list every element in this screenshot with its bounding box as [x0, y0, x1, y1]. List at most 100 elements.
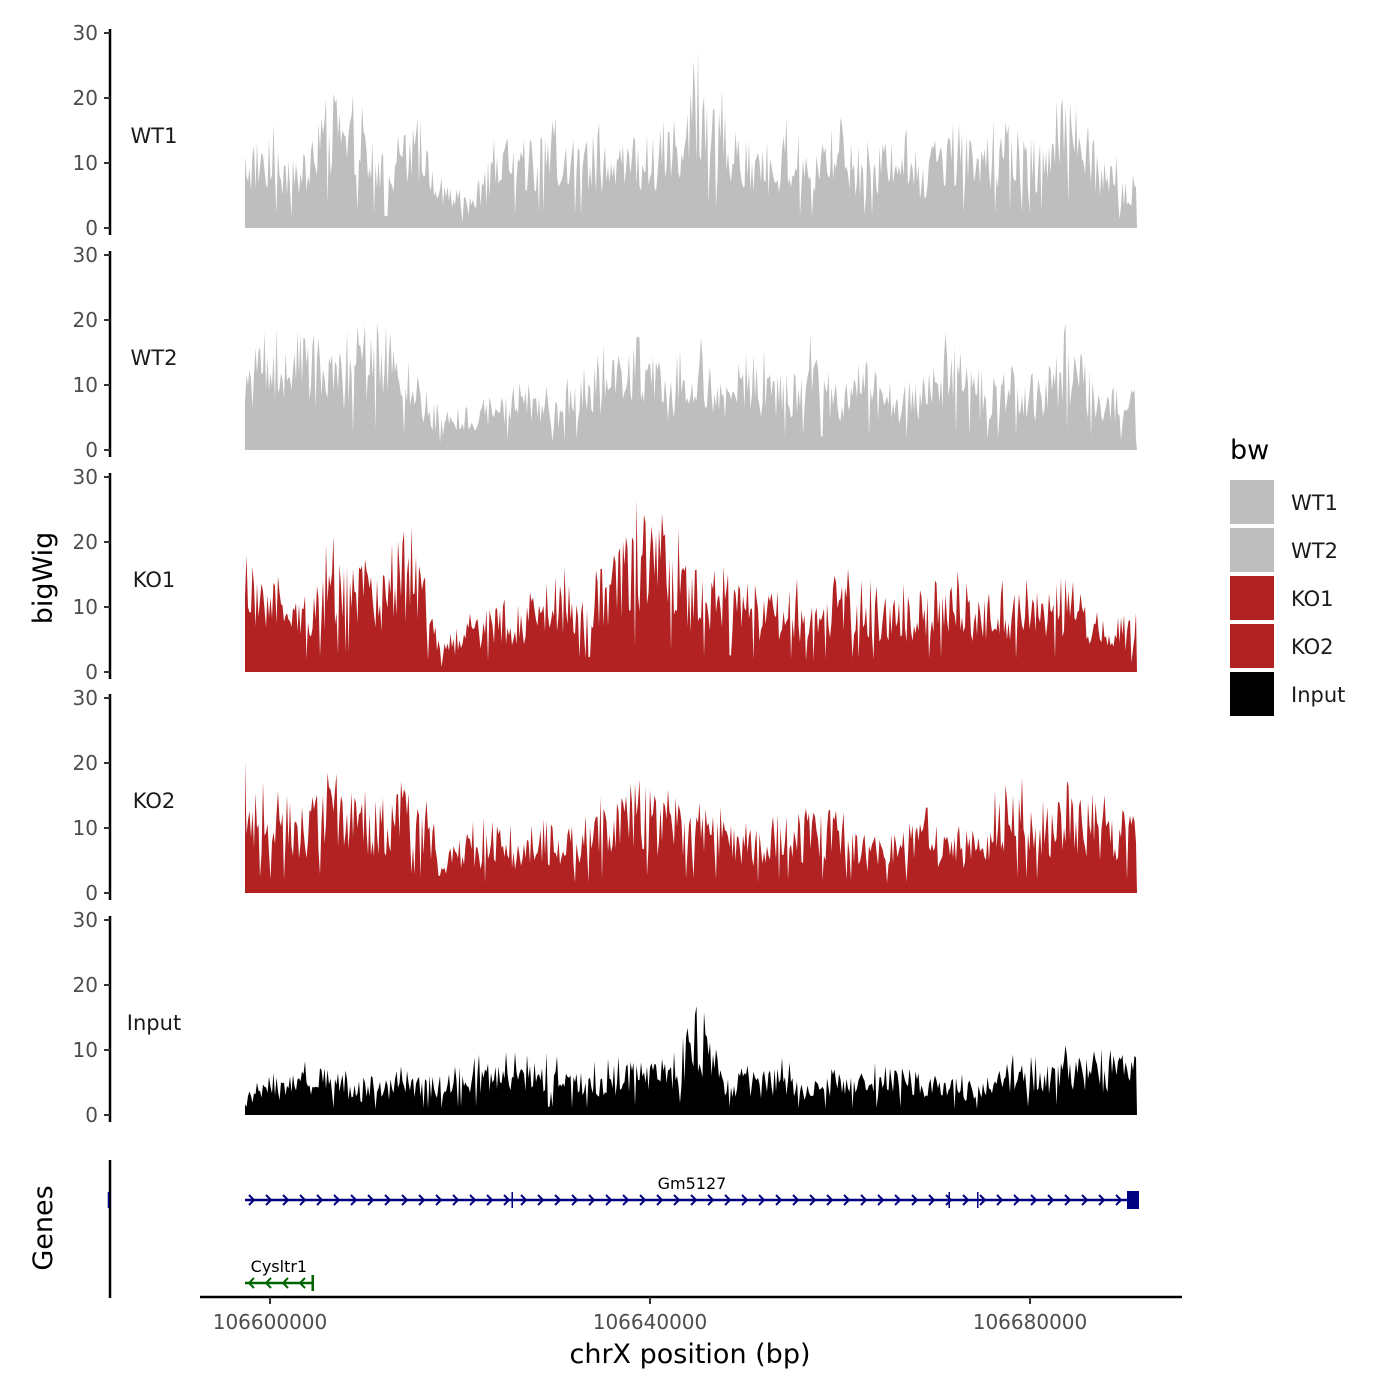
strand-arrow	[843, 1194, 851, 1206]
y-tick-label: 30	[73, 908, 98, 932]
track-wt1: 0 10 20 30 WT1	[73, 21, 1137, 240]
signal-area	[245, 500, 1137, 672]
signal-area	[245, 1006, 1137, 1115]
legend-label: WT2	[1291, 539, 1338, 563]
legend-swatch	[1230, 576, 1274, 620]
y-tick-label: 20	[73, 973, 98, 997]
x-tick-label: 106640000	[593, 1310, 708, 1334]
strand-arrow	[367, 1194, 375, 1206]
legend: bw WT1 WT2 KO1 KO2 Input	[1230, 435, 1345, 716]
strand-arrow	[622, 1194, 630, 1206]
strand-arrow	[520, 1194, 528, 1206]
genes-track-title: Genes	[28, 1185, 59, 1270]
strand-arrow	[554, 1194, 562, 1206]
strand-arrow	[401, 1194, 409, 1206]
legend-label: WT1	[1291, 491, 1338, 515]
strand-arrow	[247, 1277, 255, 1289]
strand-arrow	[656, 1194, 664, 1206]
x-axis: 106600000 106640000 106680000	[200, 1295, 1182, 1334]
strand-arrow	[962, 1194, 970, 1206]
y-tick-label: 10	[73, 595, 98, 619]
strand-arrow	[809, 1194, 817, 1206]
strand-arrow	[945, 1194, 953, 1206]
y-tick-label: 10	[73, 373, 98, 397]
strand-arrow	[1081, 1194, 1089, 1206]
strand-arrow	[1098, 1194, 1106, 1206]
y-tick-label: 30	[73, 686, 98, 710]
strand-arrow	[673, 1194, 681, 1206]
strand-arrow	[690, 1194, 698, 1206]
legend-title: bw	[1230, 435, 1269, 466]
track-label: Input	[127, 1011, 181, 1035]
track-ko1: 0 10 20 30 KO1	[73, 465, 1137, 684]
strand-arrow	[469, 1194, 477, 1206]
strand-arrow	[826, 1194, 834, 1206]
strand-arrow	[724, 1194, 732, 1206]
strand-arrow	[503, 1194, 511, 1206]
strand-arrow	[1115, 1194, 1123, 1206]
legend-label: Input	[1291, 683, 1345, 707]
y-tick-label: 0	[85, 881, 98, 905]
strand-arrow	[775, 1194, 783, 1206]
strand-arrow	[877, 1194, 885, 1206]
signal-tracks: 0 10 20 30 WT1 0 10 20 30 WT2 0 10 20 30 KO1 0 10 20 30 KO2…	[73, 21, 1137, 1127]
strand-arrow	[264, 1277, 272, 1289]
exon-block	[1127, 1191, 1139, 1209]
y-tick-label: 10	[73, 151, 98, 175]
y-tick-label: 20	[73, 530, 98, 554]
strand-arrow	[1064, 1194, 1072, 1206]
strand-arrow	[282, 1194, 290, 1206]
strand-arrow	[248, 1194, 256, 1206]
strand-arrow	[741, 1194, 749, 1206]
legend-label: KO1	[1291, 587, 1334, 611]
legend-swatch	[1230, 672, 1274, 716]
strand-arrow	[1013, 1194, 1021, 1206]
legend-item-input: Input	[1230, 672, 1345, 716]
strand-arrow	[265, 1194, 273, 1206]
strand-arrow	[758, 1194, 766, 1206]
track-label: KO2	[133, 789, 176, 813]
genes-track: Gm5127 Cysltr1	[107, 1160, 1139, 1298]
y-tick-label: 0	[85, 660, 98, 684]
strand-arrow	[588, 1194, 596, 1206]
y-tick-label: 20	[73, 751, 98, 775]
legend-swatch	[1230, 480, 1274, 524]
strand-arrow	[639, 1194, 647, 1206]
gene-gm5127: Gm5127	[107, 1174, 1139, 1209]
strand-arrow	[894, 1194, 902, 1206]
strand-arrow	[605, 1194, 613, 1206]
y-tick-label: 20	[73, 308, 98, 332]
strand-arrow	[333, 1194, 341, 1206]
strand-arrow	[316, 1194, 324, 1206]
legend-swatch	[1230, 624, 1274, 668]
strand-arrow	[860, 1194, 868, 1206]
strand-arrow	[298, 1277, 306, 1289]
strand-arrow	[707, 1194, 715, 1206]
strand-arrow	[911, 1194, 919, 1206]
y-axis-title: bigWig	[28, 532, 59, 625]
strand-arrow	[281, 1277, 289, 1289]
track-wt2: 0 10 20 30 WT2	[73, 243, 1137, 462]
strand-arrow	[537, 1194, 545, 1206]
x-tick-label: 106600000	[213, 1310, 328, 1334]
x-axis-title: chrX position (bp)	[569, 1339, 810, 1370]
track-label: WT2	[131, 346, 178, 370]
legend-item-wt2: WT2	[1230, 528, 1338, 572]
signal-area	[245, 760, 1137, 893]
legend-label: KO2	[1291, 635, 1334, 659]
y-tick-label: 0	[85, 1103, 98, 1127]
strand-arrow	[350, 1194, 358, 1206]
track-label: WT1	[131, 124, 178, 148]
y-tick-label: 0	[85, 216, 98, 240]
y-tick-label: 20	[73, 86, 98, 110]
signal-area	[245, 322, 1137, 450]
strand-arrow	[452, 1194, 460, 1206]
y-tick-label: 30	[73, 243, 98, 267]
strand-arrow	[299, 1194, 307, 1206]
strand-arrow	[418, 1194, 426, 1206]
strand-arrow	[486, 1194, 494, 1206]
strand-arrow	[1030, 1194, 1038, 1206]
track-input: 0 10 20 30 Input	[73, 908, 1137, 1127]
strand-arrow	[792, 1194, 800, 1206]
